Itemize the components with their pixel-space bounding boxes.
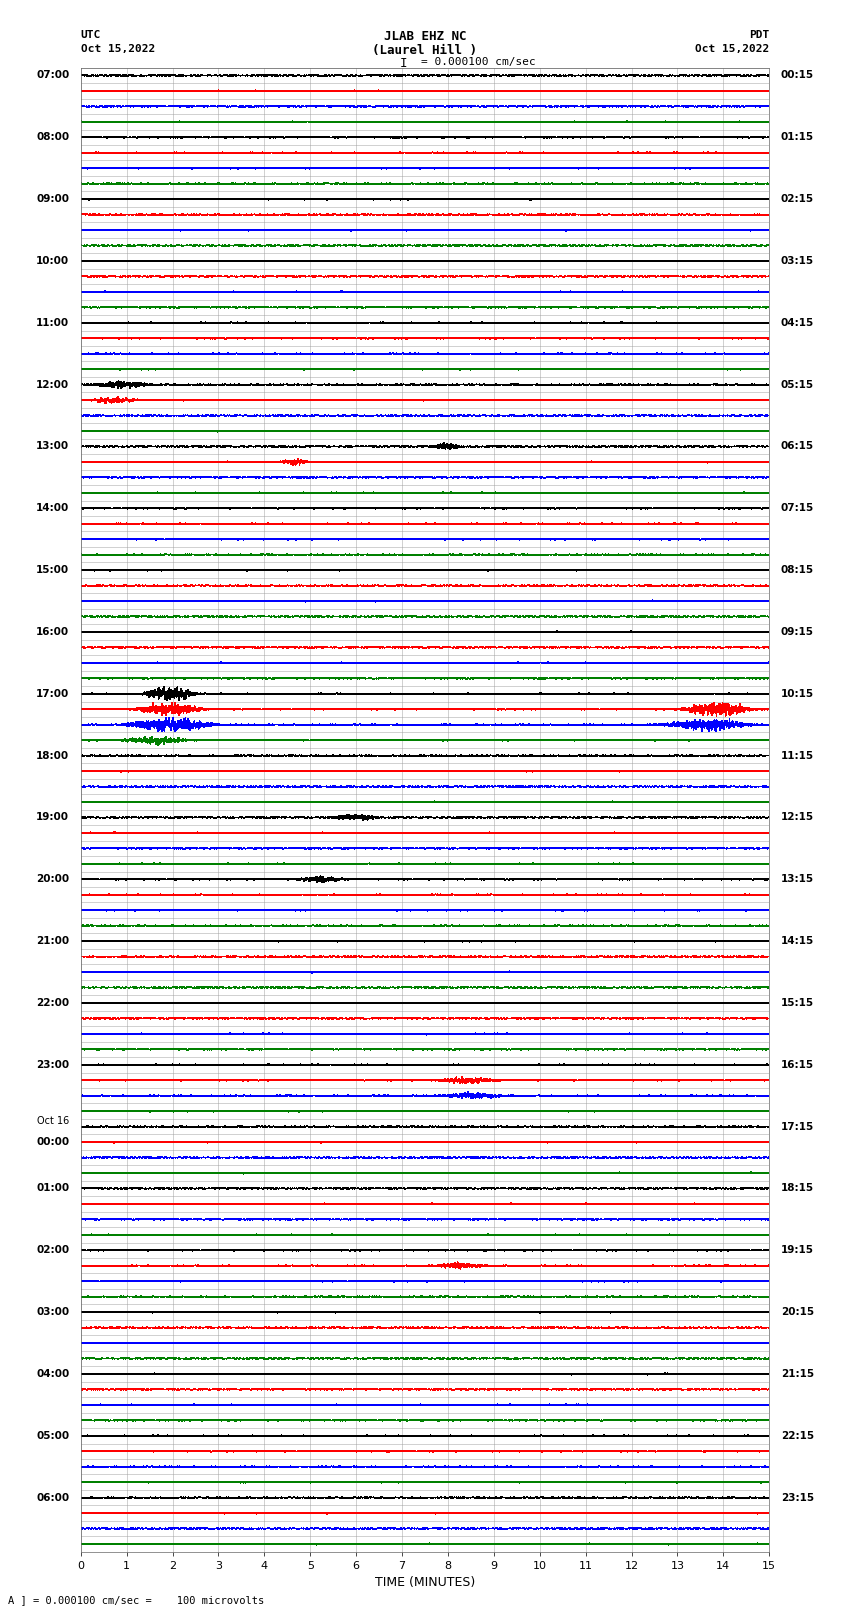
Text: 22:15: 22:15 xyxy=(780,1431,813,1440)
Text: 21:00: 21:00 xyxy=(37,936,70,947)
Text: = 0.000100 cm/sec: = 0.000100 cm/sec xyxy=(421,58,536,68)
Text: 08:15: 08:15 xyxy=(780,565,813,576)
Text: Oct 15,2022: Oct 15,2022 xyxy=(695,44,769,53)
Text: 11:15: 11:15 xyxy=(780,750,813,761)
Text: 07:15: 07:15 xyxy=(780,503,814,513)
Text: 23:15: 23:15 xyxy=(780,1492,813,1503)
Text: 09:15: 09:15 xyxy=(780,627,813,637)
Text: 06:00: 06:00 xyxy=(37,1492,70,1503)
Text: A ] = 0.000100 cm/sec =    100 microvolts: A ] = 0.000100 cm/sec = 100 microvolts xyxy=(8,1595,264,1605)
Text: JLAB EHZ NC: JLAB EHZ NC xyxy=(383,31,467,44)
Text: 01:00: 01:00 xyxy=(37,1184,70,1194)
Text: 19:15: 19:15 xyxy=(780,1245,813,1255)
Text: 04:15: 04:15 xyxy=(780,318,814,327)
Text: 12:15: 12:15 xyxy=(780,813,813,823)
Text: 04:00: 04:00 xyxy=(36,1369,70,1379)
Text: 05:15: 05:15 xyxy=(780,379,813,390)
Text: 02:00: 02:00 xyxy=(37,1245,70,1255)
Text: 11:00: 11:00 xyxy=(37,318,70,327)
Text: 15:00: 15:00 xyxy=(37,565,70,576)
Text: 21:15: 21:15 xyxy=(780,1369,813,1379)
Text: 03:15: 03:15 xyxy=(780,256,813,266)
Text: 10:00: 10:00 xyxy=(37,256,70,266)
Text: 08:00: 08:00 xyxy=(37,132,70,142)
Text: 16:00: 16:00 xyxy=(37,627,70,637)
Text: 07:00: 07:00 xyxy=(36,71,70,81)
X-axis label: TIME (MINUTES): TIME (MINUTES) xyxy=(375,1576,475,1589)
Text: 12:00: 12:00 xyxy=(37,379,70,390)
Text: UTC: UTC xyxy=(81,31,101,40)
Text: 18:15: 18:15 xyxy=(780,1184,813,1194)
Text: 01:15: 01:15 xyxy=(780,132,813,142)
Text: 14:00: 14:00 xyxy=(36,503,70,513)
Text: 13:00: 13:00 xyxy=(37,442,70,452)
Text: 13:15: 13:15 xyxy=(780,874,813,884)
Text: 05:00: 05:00 xyxy=(37,1431,70,1440)
Text: PDT: PDT xyxy=(749,31,769,40)
Text: 09:00: 09:00 xyxy=(37,194,70,205)
Text: 00:15: 00:15 xyxy=(780,71,813,81)
Text: 22:00: 22:00 xyxy=(37,998,70,1008)
Text: 15:15: 15:15 xyxy=(780,998,813,1008)
Text: Oct 16: Oct 16 xyxy=(37,1116,70,1126)
Text: 17:00: 17:00 xyxy=(36,689,70,698)
Text: 20:15: 20:15 xyxy=(780,1307,813,1318)
Text: 10:15: 10:15 xyxy=(780,689,813,698)
Text: 00:00: 00:00 xyxy=(37,1137,70,1147)
Text: 16:15: 16:15 xyxy=(780,1060,813,1069)
Text: 06:15: 06:15 xyxy=(780,442,813,452)
Text: 20:00: 20:00 xyxy=(37,874,70,884)
Text: 19:00: 19:00 xyxy=(37,813,70,823)
Text: 03:00: 03:00 xyxy=(37,1307,70,1318)
Text: 17:15: 17:15 xyxy=(780,1121,814,1132)
Text: 14:15: 14:15 xyxy=(780,936,814,947)
Text: 02:15: 02:15 xyxy=(780,194,813,205)
Text: 23:00: 23:00 xyxy=(37,1060,70,1069)
Text: Oct 15,2022: Oct 15,2022 xyxy=(81,44,155,53)
Text: 18:00: 18:00 xyxy=(37,750,70,761)
Text: (Laurel Hill ): (Laurel Hill ) xyxy=(372,44,478,56)
Text: I: I xyxy=(400,58,407,71)
